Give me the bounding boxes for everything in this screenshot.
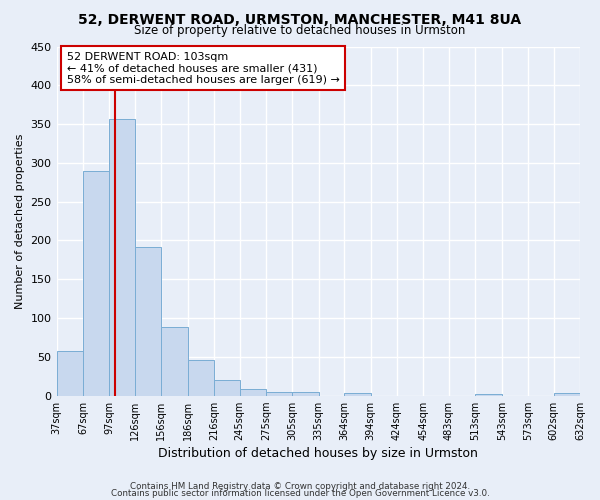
Bar xyxy=(135,248,161,396)
Bar xyxy=(214,380,239,396)
Text: Contains HM Land Registry data © Crown copyright and database right 2024.: Contains HM Land Registry data © Crown c… xyxy=(130,482,470,491)
Bar xyxy=(109,120,135,396)
Text: Contains public sector information licensed under the Open Government Licence v3: Contains public sector information licen… xyxy=(110,490,490,498)
Bar xyxy=(344,394,371,396)
X-axis label: Distribution of detached houses by size in Urmston: Distribution of detached houses by size … xyxy=(158,447,478,460)
Bar xyxy=(554,394,580,396)
Bar xyxy=(161,326,188,396)
Y-axis label: Number of detached properties: Number of detached properties xyxy=(15,134,25,309)
Bar xyxy=(266,392,292,396)
Bar xyxy=(475,394,502,396)
Bar xyxy=(239,388,266,396)
Bar xyxy=(56,350,83,396)
Text: Size of property relative to detached houses in Urmston: Size of property relative to detached ho… xyxy=(134,24,466,37)
Text: 52 DERWENT ROAD: 103sqm
← 41% of detached houses are smaller (431)
58% of semi-d: 52 DERWENT ROAD: 103sqm ← 41% of detache… xyxy=(67,52,340,85)
Text: 52, DERWENT ROAD, URMSTON, MANCHESTER, M41 8UA: 52, DERWENT ROAD, URMSTON, MANCHESTER, M… xyxy=(79,12,521,26)
Bar xyxy=(188,360,214,396)
Bar xyxy=(83,170,109,396)
Bar xyxy=(292,392,319,396)
